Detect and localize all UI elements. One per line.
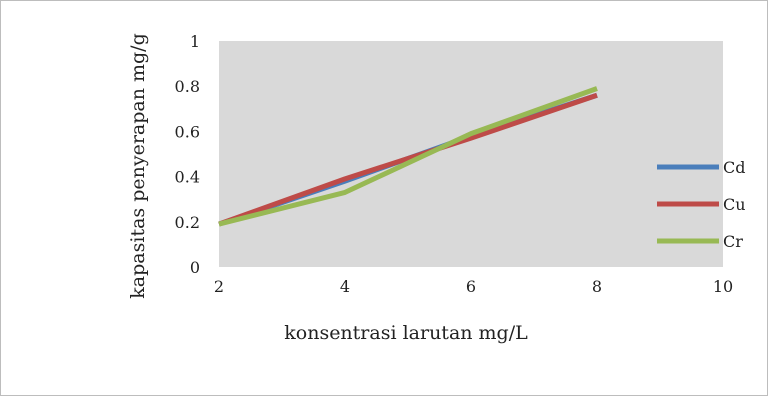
x-tick-label: 2 bbox=[214, 277, 224, 296]
legend: Cd Cu Cr bbox=[657, 158, 746, 251]
plot-area bbox=[219, 41, 723, 267]
x-axis-title: konsentrasi larutan mg/L bbox=[284, 322, 528, 344]
x-tick-label: 8 bbox=[592, 277, 602, 296]
series-line-cu bbox=[218, 92, 598, 227]
legend-label-cu: Cu bbox=[723, 195, 746, 214]
series-line-cr bbox=[218, 86, 598, 227]
legend-label-cd: Cd bbox=[723, 158, 745, 177]
y-tick-label: 0.4 bbox=[175, 168, 200, 187]
y-tick-label: 0 bbox=[190, 258, 200, 277]
legend-label-cr: Cr bbox=[723, 232, 743, 251]
series-lines bbox=[218, 86, 598, 227]
y-tick-label: 1 bbox=[190, 32, 200, 51]
x-tick-label: 4 bbox=[340, 277, 350, 296]
y-tick-label: 0.2 bbox=[175, 213, 200, 232]
x-tick-label: 10 bbox=[713, 277, 733, 296]
y-axis-title: kapasitas penyerapan mg/g bbox=[127, 33, 149, 298]
x-tick-label: 6 bbox=[466, 277, 476, 296]
y-tick-label: 0.6 bbox=[175, 122, 200, 141]
y-axis-ticks: 0 0.2 0.4 0.6 0.8 1 bbox=[175, 32, 200, 277]
y-tick-label: 0.8 bbox=[175, 77, 200, 96]
x-axis-ticks: 2 4 6 8 10 bbox=[214, 277, 733, 296]
